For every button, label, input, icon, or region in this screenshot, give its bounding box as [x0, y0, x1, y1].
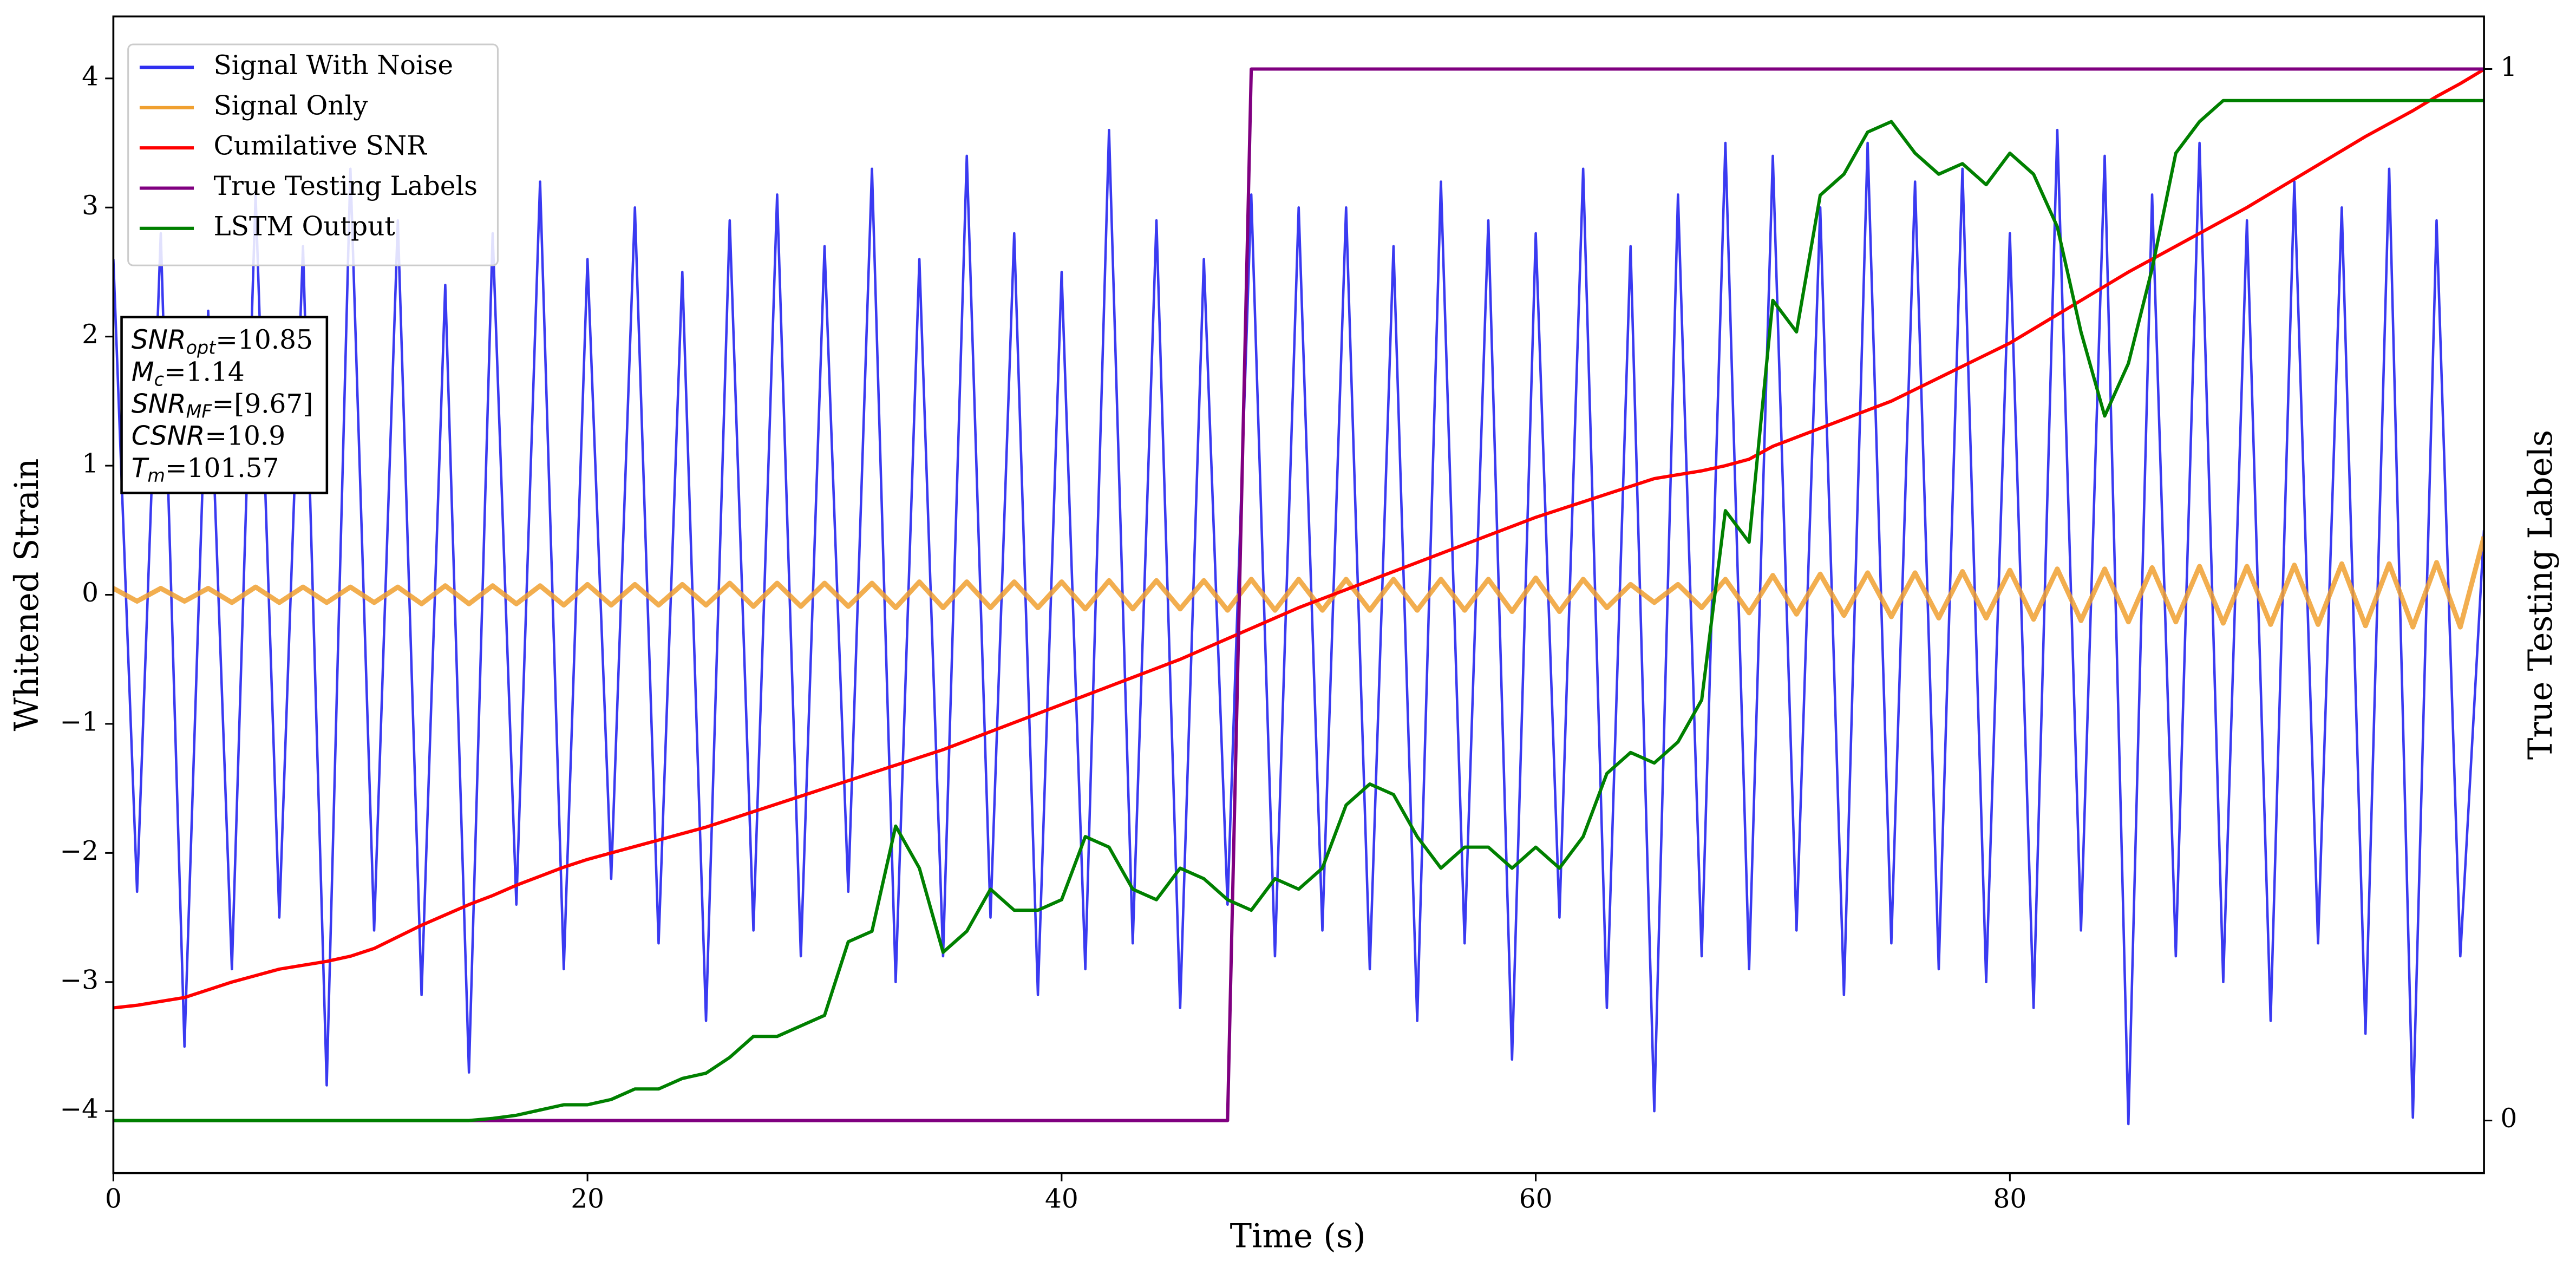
legend-label: Signal With Noise	[213, 50, 453, 81]
y2-axis-label: True Testing Labels	[2522, 430, 2560, 760]
annotation-value: =[9.67]	[212, 389, 313, 419]
annotation-subscript: c	[154, 369, 164, 390]
annotation-box: SNRopt=10.85Mc=1.14SNRMF=[9.67]CSNR=10.9…	[120, 316, 329, 494]
annotation-symbol: SNR	[132, 389, 186, 420]
x-tick-label: 0	[105, 1184, 122, 1214]
annotation-value: =10.9	[205, 421, 285, 451]
series-line	[113, 67, 2485, 1122]
legend-label: Cumilative SNR	[213, 131, 427, 161]
y2-tick-label: 1	[2500, 52, 2517, 82]
y-tick-label: 1	[82, 449, 99, 479]
annotation-subscript: m	[147, 465, 165, 486]
annotation-subscript: opt	[186, 337, 217, 358]
annotation-subscript: MF	[186, 401, 213, 422]
annotation-value: =1.14	[164, 357, 245, 387]
series-line	[113, 536, 2485, 630]
annotation-symbol: CSNR	[132, 421, 205, 452]
series-line	[113, 128, 2485, 1126]
y-tick-label: 4	[82, 61, 99, 92]
annotation-value: =101.57	[165, 453, 279, 483]
x-tick-label: 80	[1993, 1184, 2026, 1214]
plot-area	[113, 67, 2485, 1126]
annotation-frame	[120, 316, 329, 494]
y-tick-label: −2	[60, 836, 99, 866]
series-line	[113, 99, 2485, 1122]
y-tick-label: 3	[82, 191, 99, 221]
y-axis-label: Whitened Strain	[8, 459, 46, 731]
y-tick-label: −1	[60, 707, 99, 737]
legend-label: True Testing Labels	[213, 171, 478, 201]
y-tick-label: −4	[60, 1094, 99, 1125]
annotation-line: Tm=101.57	[132, 453, 279, 486]
series-line	[113, 68, 2485, 1010]
y-tick-label: 0	[82, 578, 99, 608]
legend-label: LSTM Output	[213, 211, 395, 241]
annotation-symbol: T	[132, 453, 149, 484]
annotation-line: Mc=1.14	[132, 357, 245, 390]
annotation-line: CSNR=10.9	[132, 421, 285, 451]
x-axis-label: Time (s)	[1230, 1218, 1366, 1256]
annotation-line: SNRopt=10.85	[132, 325, 313, 358]
x-tick-label: 20	[571, 1184, 604, 1214]
y-tick-label: 2	[82, 319, 99, 350]
legend-frame	[127, 43, 499, 266]
y2-tick-label: 0	[2500, 1103, 2517, 1134]
x-tick-label: 60	[1519, 1184, 1553, 1214]
annotation-line: SNRMF=[9.67]	[132, 389, 313, 422]
annotation-symbol: M	[132, 357, 154, 387]
annotation-value: =10.85	[215, 325, 313, 355]
x-tick-label: 40	[1045, 1184, 1078, 1214]
y-tick-label: −3	[60, 965, 99, 995]
legend-label: Signal Only	[213, 90, 368, 121]
legend: Signal With Noise Signal Only Cumilative S…	[127, 43, 499, 266]
annotation-symbol: SNR	[132, 325, 186, 355]
